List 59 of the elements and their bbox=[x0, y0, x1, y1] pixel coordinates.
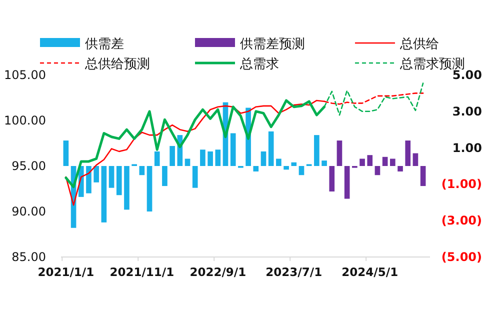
bar bbox=[162, 166, 168, 186]
bar bbox=[322, 160, 327, 166]
y-tick-label: 90.00 bbox=[12, 204, 46, 218]
bar bbox=[230, 133, 236, 166]
bar bbox=[291, 162, 297, 166]
bar bbox=[367, 155, 373, 166]
legend-label: 总供给 bbox=[399, 37, 439, 52]
bar bbox=[86, 166, 92, 194]
bar bbox=[336, 140, 342, 166]
bar bbox=[268, 131, 274, 166]
legend-label: 供需差预测 bbox=[240, 37, 305, 52]
bar bbox=[360, 158, 365, 166]
bar bbox=[124, 166, 130, 210]
bar bbox=[298, 166, 304, 176]
bar bbox=[405, 140, 411, 166]
y2-tick-label: (3.00) bbox=[441, 214, 482, 228]
bar bbox=[344, 166, 350, 199]
y-tick-label: 85.00 bbox=[12, 250, 46, 264]
bar bbox=[382, 156, 388, 166]
bar bbox=[170, 146, 175, 166]
legend-label: 总需求 bbox=[239, 57, 279, 72]
bar bbox=[420, 166, 426, 186]
x-tick-label: 2024/5/1 bbox=[342, 265, 398, 279]
bar bbox=[108, 166, 114, 188]
bar bbox=[192, 166, 198, 188]
x-tick-label: 2021/1/1 bbox=[38, 265, 94, 279]
legend-label: 总供给预测 bbox=[84, 57, 150, 72]
y-tick-label: 95.00 bbox=[12, 159, 46, 173]
bar bbox=[253, 166, 259, 172]
bar bbox=[260, 151, 266, 166]
bar bbox=[374, 166, 380, 176]
bar bbox=[146, 166, 152, 212]
bar bbox=[154, 151, 160, 166]
bar bbox=[390, 158, 396, 166]
x-tick-label: 2022/9/1 bbox=[190, 265, 246, 279]
y2-tick-label: 3.00 bbox=[452, 104, 482, 118]
bar bbox=[215, 150, 221, 166]
y-tick-label: 105.00 bbox=[4, 68, 46, 82]
legend-label: 供需差 bbox=[85, 37, 124, 52]
bar bbox=[116, 166, 122, 196]
bar bbox=[284, 166, 289, 170]
bar bbox=[94, 166, 99, 182]
bar bbox=[398, 166, 403, 172]
bar bbox=[276, 158, 282, 166]
bar bbox=[314, 135, 320, 166]
bar bbox=[101, 166, 107, 222]
y2-tick-label: (5.00) bbox=[441, 250, 482, 264]
bar bbox=[184, 158, 190, 166]
y-tick-label: 100.00 bbox=[4, 114, 46, 128]
bar bbox=[329, 166, 335, 192]
bar bbox=[63, 140, 69, 166]
y2-tick-label: 1.00 bbox=[452, 140, 482, 155]
bar bbox=[208, 151, 213, 166]
bar bbox=[412, 153, 418, 166]
x-tick-label: 2021/11/1 bbox=[110, 265, 174, 279]
y2-tick-label: (1.00) bbox=[441, 177, 482, 192]
bar bbox=[200, 150, 206, 166]
bar bbox=[139, 166, 145, 176]
x-tick-label: 2023/7/1 bbox=[266, 265, 322, 279]
